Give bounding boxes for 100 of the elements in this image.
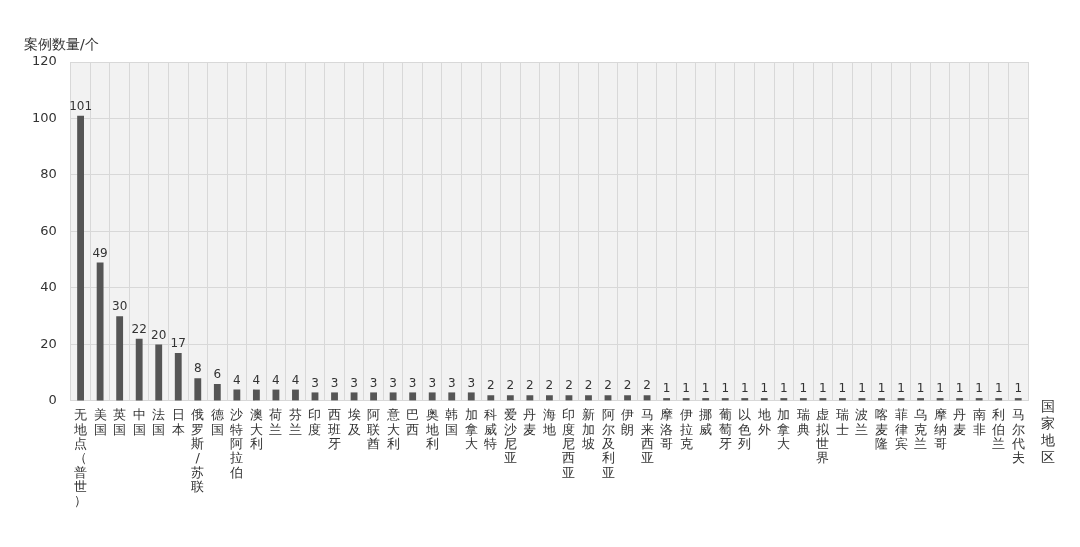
data-label: 2 <box>526 378 534 393</box>
data-label: 1 <box>740 381 749 396</box>
x-tick-label: 芬兰 <box>288 407 302 437</box>
data-label: 1 <box>897 381 905 396</box>
bar <box>116 316 124 401</box>
x-tick-label: 地外 <box>756 407 771 437</box>
data-label: 30 <box>112 299 128 314</box>
data-label: 1 <box>975 381 983 396</box>
data-label: 1 <box>955 381 964 396</box>
bar <box>96 262 104 401</box>
bar <box>331 392 338 401</box>
bar <box>233 389 241 401</box>
x-tick-label: 乌克兰 <box>914 407 928 452</box>
x-tick-label: 科威特 <box>484 407 498 452</box>
x-tick-label: 德国 <box>210 407 224 437</box>
x-tick-label: 印度 <box>308 407 322 437</box>
x-tick-label: 巴西 <box>406 407 420 437</box>
data-label: 17 <box>170 336 186 351</box>
data-label: 1 <box>838 381 847 396</box>
x-tick-label: 阿联酋 <box>367 407 381 452</box>
x-tick-label: 奥地利 <box>424 407 439 452</box>
data-label: 6 <box>213 367 222 382</box>
bar <box>545 395 553 401</box>
x-tick-label: 印度尼西亚 <box>562 407 576 480</box>
data-label: 3 <box>330 375 339 390</box>
data-label: 3 <box>428 375 437 390</box>
x-tick-label: 法国 <box>152 407 166 437</box>
x-tick-label: 波兰 <box>855 407 869 437</box>
x-tick-label: 南非 <box>972 407 986 437</box>
data-label: 2 <box>486 378 495 393</box>
x-tick-label: 葡萄牙 <box>718 407 732 452</box>
data-label: 2 <box>545 378 554 393</box>
bar <box>389 392 397 401</box>
x-tick-label: 摩洛哥 <box>660 407 674 452</box>
data-label: 1 <box>662 381 671 396</box>
x-tick-label: 韩国 <box>445 407 459 437</box>
x-tick-label: 利伯兰 <box>991 407 1006 452</box>
data-label: 1 <box>780 381 788 396</box>
bar <box>252 389 260 401</box>
y-tick-label: 40 <box>40 279 57 295</box>
y-tick-label: 120 <box>31 53 57 69</box>
x-tick-label: 美国 <box>93 407 107 437</box>
data-label: 2 <box>565 378 573 393</box>
data-label: 2 <box>623 378 632 393</box>
x-tick-label: 埃及 <box>346 407 361 437</box>
x-tick-label: 伊拉克 <box>679 407 693 452</box>
bar <box>487 395 495 401</box>
data-label: 1 <box>994 381 1003 396</box>
bar <box>585 395 592 401</box>
bar <box>213 383 221 401</box>
data-label: 3 <box>350 375 358 390</box>
x-tick-label: 俄罗斯/苏联 <box>191 407 205 494</box>
data-label: 1 <box>682 381 690 396</box>
bar <box>135 338 143 401</box>
x-tick-label: 以色列 <box>738 407 752 452</box>
data-label: 2 <box>643 378 651 393</box>
x-tick-label: 瑞典 <box>796 407 810 437</box>
data-label: 22 <box>131 321 147 336</box>
y-tick-label: 60 <box>40 222 57 238</box>
x-tick-label: 英国 <box>113 407 127 437</box>
x-tick-label: 沙特阿拉伯 <box>229 407 244 480</box>
data-label: 4 <box>272 372 280 387</box>
data-label: 1 <box>819 381 827 396</box>
data-label: 3 <box>408 375 417 390</box>
data-label: 4 <box>252 372 261 387</box>
x-tick-label: 摩纳哥 <box>933 407 947 452</box>
x-tick-label: 阿尔及利亚 <box>601 407 615 480</box>
bar <box>506 395 514 401</box>
data-label: 3 <box>369 375 378 390</box>
bar <box>624 395 631 401</box>
x-axis-title: 国家地区 <box>1040 398 1056 466</box>
bar <box>174 352 182 401</box>
x-tick-label: 荷兰 <box>269 407 283 437</box>
data-label: 2 <box>584 378 593 393</box>
x-tick-label: 海地 <box>541 407 556 437</box>
x-tick-label: 丹麦 <box>523 407 537 437</box>
y-tick-label: 0 <box>48 392 57 408</box>
data-label: 101 <box>69 98 93 113</box>
bar <box>292 389 299 401</box>
x-tick-label: 中国 <box>132 407 146 437</box>
bar <box>409 392 417 401</box>
y-tick-label: 80 <box>40 166 57 182</box>
x-tick-label: 挪威 <box>699 407 713 437</box>
x-tick-label: 丹麦 <box>953 407 967 437</box>
bar <box>526 395 534 401</box>
y-tick-label: 100 <box>31 109 57 125</box>
x-tick-label: 加拿大 <box>464 407 478 452</box>
x-tick-label: 日本 <box>171 407 185 437</box>
bar <box>370 392 378 401</box>
x-tick-label: 新加坡 <box>580 407 595 452</box>
x-tick-label: 虚拟世界 <box>816 407 831 466</box>
x-tick-label: 瑞士 <box>835 407 849 437</box>
data-label: 3 <box>447 375 456 390</box>
x-tick-label: 意大利 <box>385 407 400 452</box>
x-tick-label: 喀麦隆 <box>874 407 888 452</box>
x-tick-label: 澳大利 <box>249 407 263 452</box>
data-label: 4 <box>233 372 241 387</box>
bar <box>467 392 475 401</box>
data-label: 1 <box>858 381 866 396</box>
data-label: 1 <box>701 381 710 396</box>
